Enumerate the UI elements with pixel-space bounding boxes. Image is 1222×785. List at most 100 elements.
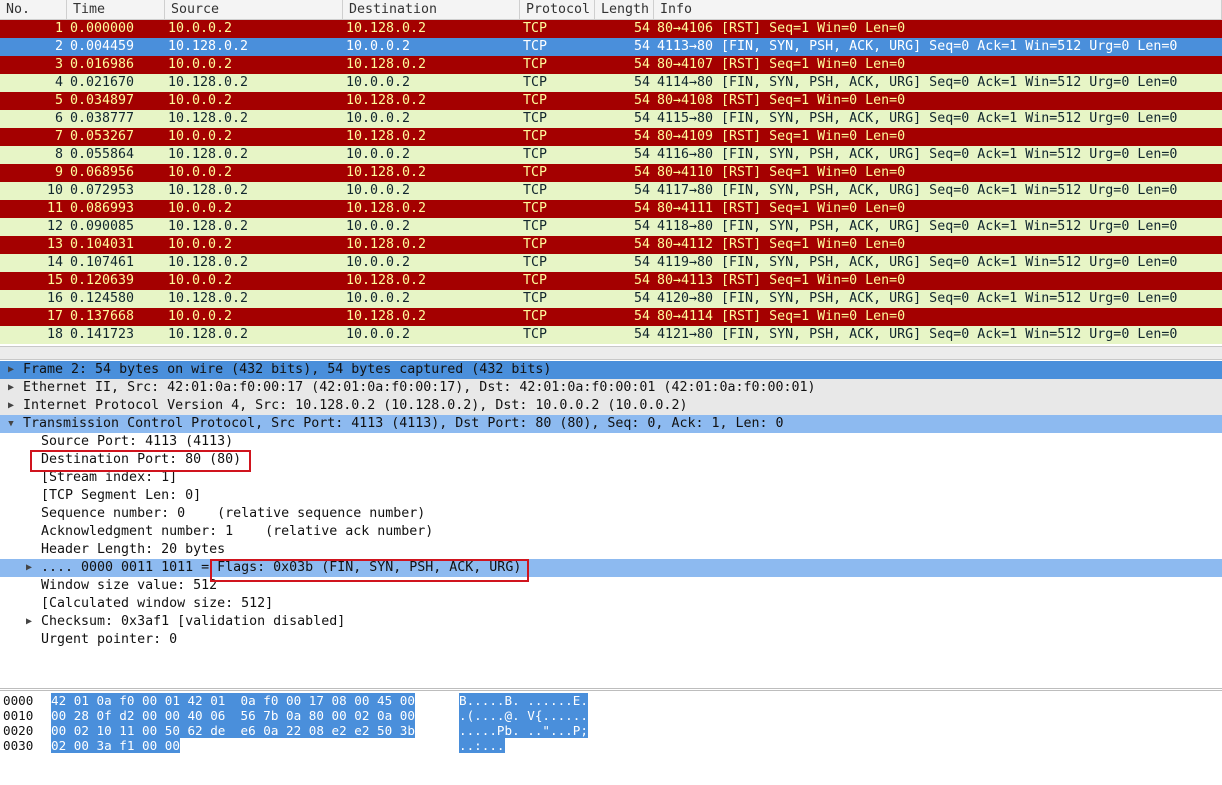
byte-ascii[interactable]: B.....B. ......E. (459, 693, 588, 708)
packet-row[interactable]: 1 0.000000 10.0.0.2 10.128.0.2 TCP 54 80→4106 … (0, 20, 1222, 38)
byte-hex[interactable]: 42 01 0a f0 00 01 42 01 0a f0 00 17 08 0… (51, 693, 415, 708)
packet-cell: 10.128.0.2 (168, 75, 249, 90)
packet-cell: 10.128.0.2 (346, 21, 427, 36)
packet-cell: 0.034897 (70, 93, 135, 108)
column-header[interactable]: Source (165, 0, 343, 20)
packet-cell: 10.128.0.2 (168, 39, 249, 54)
expand-arrow[interactable]: ▶ (7, 382, 15, 393)
byte-hex[interactable]: 00 02 10 11 00 50 62 de e6 0a 22 08 e2 e… (51, 723, 415, 738)
byte-ascii[interactable]: ..:... (459, 738, 505, 753)
byte-ascii[interactable]: .....Pb. .."...P; (459, 723, 588, 738)
tree-item[interactable]: [Calculated window size: 512] (0, 595, 1222, 613)
tree-item[interactable]: Urgent pointer: 0 (0, 631, 1222, 649)
column-header[interactable]: Destination (343, 0, 520, 20)
tree-item[interactable]: ▶ Ethernet II, Src: 42:01:0a:f0:00:17 (42… (0, 379, 1222, 397)
packet-row[interactable]: 13 0.104031 10.0.0.2 10.128.0.2 TCP 54 80→4112… (0, 236, 1222, 254)
expand-arrow[interactable]: ▶ (25, 562, 33, 573)
packet-row[interactable]: 16 0.124580 10.128.0.2 10.0.0.2 TCP 54 4120→80… (0, 290, 1222, 308)
tree-item-text: Destination Port: 80 (80) (41, 452, 242, 467)
packet-cell: 18 (46, 327, 63, 342)
column-header[interactable]: No. (0, 0, 67, 20)
packet-row[interactable]: 7 0.053267 10.0.0.2 10.128.0.2 TCP 54 80→4109 … (0, 128, 1222, 146)
packet-row[interactable]: 3 0.016986 10.0.0.2 10.128.0.2 TCP 54 80→4107 … (0, 56, 1222, 74)
packet-cell: TCP (523, 327, 548, 342)
packet-row[interactable]: 12 0.090085 10.128.0.2 10.0.0.2 TCP 54 4118→80… (0, 218, 1222, 236)
packet-cell: TCP (523, 273, 548, 288)
packet-cell: TCP (523, 201, 548, 216)
tree-item-text: Acknowledgment number: 1 (relative ack n… (41, 524, 434, 539)
packet-row[interactable]: 15 0.120639 10.0.0.2 10.128.0.2 TCP 54 80→4113… (0, 272, 1222, 290)
expand-arrow[interactable]: ▼ (8, 419, 14, 429)
tree-item[interactable]: Destination Port: 80 (80) (0, 451, 1222, 469)
packet-cell: 80→4111 [RST] Seq=1 Win=0 Len=0 (657, 201, 906, 216)
packet-cell: 6 (54, 111, 63, 126)
packet-row[interactable]: 5 0.034897 10.0.0.2 10.128.0.2 TCP 54 80→4108 … (0, 92, 1222, 110)
packet-cell: 10 (46, 183, 63, 198)
packet-row[interactable]: 2 0.004459 10.128.0.2 10.0.0.2 TCP 54 4113→80 … (0, 38, 1222, 56)
tree-item[interactable]: Header Length: 20 bytes (0, 541, 1222, 559)
packet-row[interactable]: 6 0.038777 10.128.0.2 10.0.0.2 TCP 54 4115→80 … (0, 110, 1222, 128)
byte-ascii[interactable]: .(....@. V{...... (459, 708, 588, 723)
packet-cell: 10.0.0.2 (168, 309, 233, 324)
packet-cell: 10.0.0.2 (346, 291, 411, 306)
pane-splitter[interactable] (0, 346, 1222, 360)
packet-cell: 10.0.0.2 (346, 255, 411, 270)
packet-cell: 4120→80 [FIN, SYN, PSH, ACK, URG] Seq=0 … (657, 291, 1178, 306)
packet-cell: 0.021670 (70, 75, 135, 90)
packet-cell: 10.128.0.2 (168, 183, 249, 198)
tree-item-text: [Stream index: 1] (41, 470, 178, 485)
tree-item[interactable]: ▶ Frame 2: 54 bytes on wire (432 bits), 5… (0, 361, 1222, 379)
tree-item[interactable]: Window size value: 512 (0, 577, 1222, 595)
packet-row[interactable]: 9 0.068956 10.0.0.2 10.128.0.2 TCP 54 80→4110 … (0, 164, 1222, 182)
byte-hex[interactable]: 00 28 0f d2 00 00 40 06 56 7b 0a 80 00 0… (51, 708, 415, 723)
tree-item-text: Internet Protocol Version 4, Src: 10.128… (23, 398, 688, 413)
byte-offset: 0030 (3, 738, 34, 753)
packet-row[interactable]: 11 0.086993 10.0.0.2 10.128.0.2 TCP 54 80→4111… (0, 200, 1222, 218)
packet-cell: TCP (523, 129, 548, 144)
tree-item[interactable]: Acknowledgment number: 1 (relative ack n… (0, 523, 1222, 541)
tree-item[interactable]: ▶ Checksum: 0x3af1 [validation disabled] (0, 613, 1222, 631)
tree-item-text: [Calculated window size: 512] (41, 596, 274, 611)
tree-item-text: Transmission Control Protocol, Src Port:… (23, 416, 784, 431)
packet-row[interactable]: 10 0.072953 10.128.0.2 10.0.0.2 TCP 54 4117→80… (0, 182, 1222, 200)
tree-item[interactable]: ▼ Transmission Control Protocol, Src Port… (0, 415, 1222, 433)
tree-item[interactable]: Sequence number: 0 (relative sequence nu… (0, 505, 1222, 523)
column-header[interactable]: Length (595, 0, 654, 20)
tree-item[interactable]: [Stream index: 1] (0, 469, 1222, 487)
packet-cell: 10.128.0.2 (346, 129, 427, 144)
byte-hex[interactable]: 02 00 3a f1 00 00 (51, 738, 180, 753)
packet-cell: 0.141723 (70, 327, 135, 342)
packet-cell: 17 (46, 309, 63, 324)
packet-cell: 10.128.0.2 (346, 237, 427, 252)
packet-row[interactable]: 8 0.055864 10.128.0.2 10.0.0.2 TCP 54 4116→80 … (0, 146, 1222, 164)
packet-row[interactable]: 14 0.107461 10.128.0.2 10.0.0.2 TCP 54 4119→80… (0, 254, 1222, 272)
packet-cell: TCP (523, 111, 548, 126)
tree-item[interactable]: ▶ Internet Protocol Version 4, Src: 10.12… (0, 397, 1222, 415)
packet-cell: 54 (633, 21, 650, 36)
expand-arrow[interactable]: ▶ (7, 400, 15, 411)
column-header[interactable]: Protocol (520, 0, 595, 20)
packet-row[interactable]: 18 0.141723 10.128.0.2 10.0.0.2 TCP 54 4121→80… (0, 326, 1222, 344)
column-header[interactable]: Info (654, 0, 1222, 20)
packet-cell: TCP (523, 21, 548, 36)
packet-cell: 0.120639 (70, 273, 135, 288)
packet-cell: 54 (633, 255, 650, 270)
tree-item-text: [TCP Segment Len: 0] (41, 488, 202, 503)
tree-item[interactable]: ▶ .... 0000 0011 1011 = Flags: 0x03b (FIN… (0, 559, 1222, 577)
expand-arrow[interactable]: ▶ (25, 616, 33, 627)
packet-cell: 54 (633, 273, 650, 288)
packet-cell: 80→4114 [RST] Seq=1 Win=0 Len=0 (657, 309, 906, 324)
tree-item[interactable]: Source Port: 4113 (4113) (0, 433, 1222, 451)
packet-row[interactable]: 17 0.137668 10.0.0.2 10.128.0.2 TCP 54 80→4114… (0, 308, 1222, 326)
column-header[interactable]: Time (67, 0, 165, 20)
packet-cell: 10.0.0.2 (168, 273, 233, 288)
packet-cell: 10.128.0.2 (168, 147, 249, 162)
tree-item[interactable]: [TCP Segment Len: 0] (0, 487, 1222, 505)
packet-cell: 80→4106 [RST] Seq=1 Win=0 Len=0 (657, 21, 906, 36)
expand-arrow[interactable]: ▶ (7, 364, 15, 375)
packet-row[interactable]: 4 0.021670 10.128.0.2 10.0.0.2 TCP 54 4114→80 … (0, 74, 1222, 92)
packet-cell: 4114→80 [FIN, SYN, PSH, ACK, URG] Seq=0 … (657, 75, 1178, 90)
packet-cell: 10.0.0.2 (346, 183, 411, 198)
packet-cell: 10.128.0.2 (168, 291, 249, 306)
packet-cell: 0.072953 (70, 183, 135, 198)
